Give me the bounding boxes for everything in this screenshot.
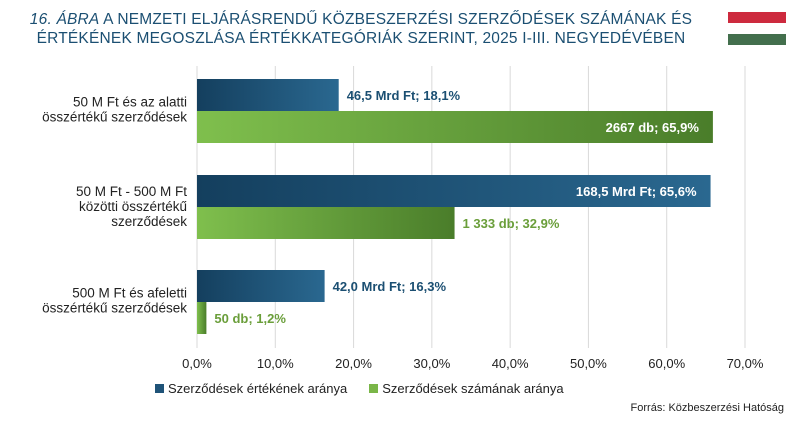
data-label: 168,5 Mrd Ft; 65,6% xyxy=(576,184,697,199)
data-label: 1 333 db; 32,9% xyxy=(463,216,560,231)
category-label: összértékű szerződések xyxy=(42,110,187,125)
bar-value-share xyxy=(197,79,339,111)
bar-count-share xyxy=(197,207,455,239)
flag-stripe-green xyxy=(728,34,786,45)
data-label: 50 db; 1,2% xyxy=(214,311,286,326)
x-tick-label: 20,0% xyxy=(335,356,372,371)
category-label: összértékű szerződések xyxy=(42,301,187,316)
chart-legend: Szerződések értékének aránya Szerződések… xyxy=(155,381,564,396)
bar-count-share xyxy=(197,111,713,143)
category-label: 50 M Ft és az alatti xyxy=(73,95,187,110)
legend-label-count: Szerződések számának aránya xyxy=(382,381,564,396)
legend-label-value: Szerződések értékének aránya xyxy=(168,381,348,396)
x-tick-label: 10,0% xyxy=(257,356,294,371)
legend-swatch-count xyxy=(369,384,379,393)
legend-swatch-value xyxy=(155,384,164,393)
x-tick-label: 0,0% xyxy=(182,356,212,371)
chart-title: 16. ÁBRA A NEMZETI ELJÁRÁSRENDŰ KÖZBESZE… xyxy=(16,10,706,48)
category-label: közötti összértékű xyxy=(79,199,187,214)
category-label: 50 M Ft - 500 M Ft xyxy=(76,184,187,199)
flag-stripe-white xyxy=(728,23,786,34)
x-tick-label: 70,0% xyxy=(727,356,764,371)
x-tick-label: 50,0% xyxy=(570,356,607,371)
x-tick-label: 40,0% xyxy=(492,356,529,371)
bar-value-share xyxy=(197,270,325,302)
bar-value-share xyxy=(197,175,711,207)
category-label: 500 M Ft és afeletti xyxy=(72,286,187,301)
x-tick-label: 30,0% xyxy=(413,356,450,371)
data-label: 2667 db; 65,9% xyxy=(606,120,700,135)
category-label: szerződések xyxy=(111,214,187,229)
bar-count-share xyxy=(197,302,207,334)
chart-title-number: 16. ÁBRA xyxy=(29,11,100,28)
flag-stripe-red xyxy=(728,12,786,23)
source-note: Forrás: Közbeszerzési Hatóság xyxy=(630,402,784,414)
hungarian-flag-icon xyxy=(728,12,786,45)
legend-item-value: Szerződések értékének aránya xyxy=(155,381,347,396)
data-label: 46,5 Mrd Ft; 18,1% xyxy=(347,88,461,103)
legend-item-count: Szerződések számának aránya xyxy=(369,381,564,396)
chart-title-text: A NEMZETI ELJÁRÁSRENDŰ KÖZBESZERZÉSI SZE… xyxy=(36,11,693,47)
data-label: 42,0 Mrd Ft; 16,3% xyxy=(333,279,447,294)
x-tick-label: 60,0% xyxy=(648,356,685,371)
